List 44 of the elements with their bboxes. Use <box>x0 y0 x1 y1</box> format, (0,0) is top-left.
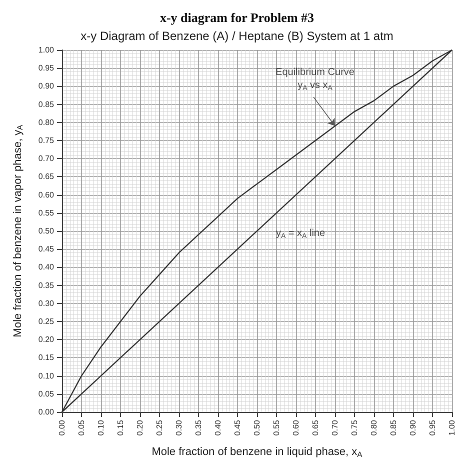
y-tick-label: 0.35 <box>38 280 55 290</box>
x-tick-label: 0.65 <box>311 419 320 436</box>
y-tick-label: 0.00 <box>38 408 55 416</box>
x-tick-label: 0.35 <box>194 419 203 436</box>
x-tick-label: 0.85 <box>389 419 398 436</box>
chart-title: x-y diagram for Problem #3 <box>160 10 315 25</box>
x-tick-label: 0.80 <box>370 419 378 436</box>
x-tick-label: 0.15 <box>116 419 125 436</box>
y-tick-label: 0.15 <box>38 353 55 362</box>
x-tick-label: 0.30 <box>174 419 184 436</box>
x-tick-label: 0.20 <box>136 419 144 436</box>
y-tick-label: 0.75 <box>38 136 55 145</box>
y-tick-label: 0.55 <box>38 208 55 218</box>
y-tick-label: 0.20 <box>38 335 55 344</box>
x-tick-label: 0.05 <box>77 419 86 436</box>
y-tick-label: 0.10 <box>38 371 55 380</box>
y-tick-label: 0.25 <box>38 317 55 326</box>
x-tick-label: 0.70 <box>330 419 340 436</box>
y-tick-label: 0.50 <box>38 226 55 236</box>
y-tick-label: 0.05 <box>38 389 55 398</box>
x-tick-label: 0.25 <box>155 419 164 436</box>
y-tick-label: 0.45 <box>38 244 55 254</box>
y-tick-label: 0.65 <box>38 172 55 182</box>
y-tick-label: 0.90 <box>38 82 55 91</box>
y-tick-label: 1.00 <box>38 46 55 54</box>
x-tick-label: 0.75 <box>350 419 359 436</box>
chart-subtitle: x-y Diagram of Benzene (A) / Heptane (B) System at 1 atm <box>80 29 394 43</box>
x-tick-label: 0.95 <box>428 419 437 436</box>
x-tick-label: 0.60 <box>292 419 300 436</box>
y-tick-label: 0.70 <box>38 154 55 164</box>
x-tick-label: 1.00 <box>448 419 456 436</box>
y-tick-label: 0.95 <box>38 64 55 73</box>
y-tick-label: 0.80 <box>38 118 55 127</box>
x-tick-label: 0.10 <box>96 419 106 436</box>
x-tick-label: 0.45 <box>233 419 242 436</box>
x-tick-label: 0.50 <box>252 419 262 436</box>
y-tick-label: 0.85 <box>38 100 55 109</box>
y-tick-label: 0.60 <box>38 190 55 200</box>
x-tick-label: 0.55 <box>272 419 281 436</box>
y-tick-label: 0.30 <box>38 298 55 308</box>
x-tick-label: 0.00 <box>58 419 66 436</box>
x-tick-label: 0.40 <box>214 419 222 436</box>
x-tick-label: 0.90 <box>408 419 418 436</box>
y-tick-label: 0.40 <box>38 262 55 272</box>
